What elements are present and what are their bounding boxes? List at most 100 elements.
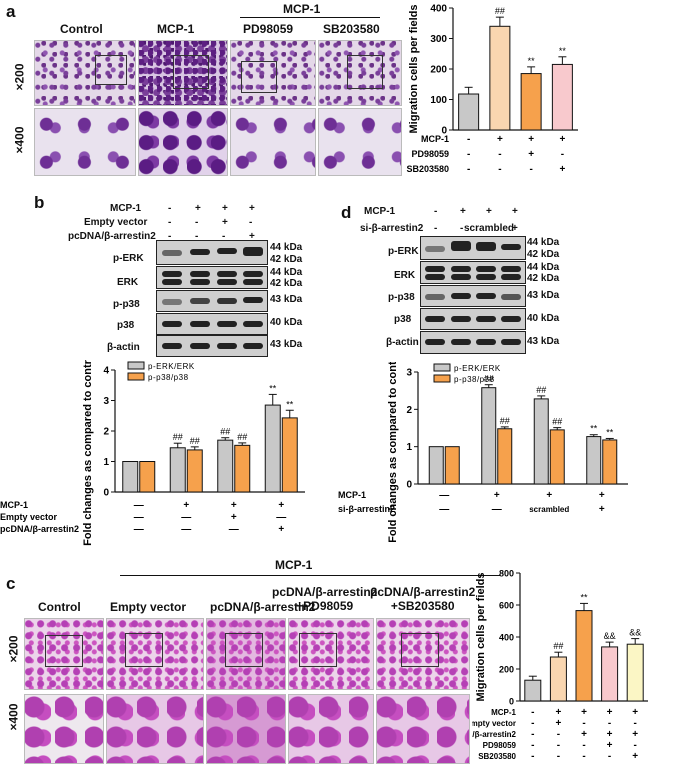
y-tick-label: 300	[430, 34, 447, 45]
micrograph-mcp1-200	[138, 40, 228, 106]
d-kda-1: 44 kDa	[527, 237, 560, 248]
b-kda-5: 43 kDa	[270, 294, 303, 305]
b-kda-4: 42 kDa	[270, 278, 303, 289]
bar-3-bar	[601, 646, 619, 702]
b-sign: +	[195, 203, 201, 214]
y-tick-label: 100	[430, 95, 447, 106]
y-tick-label: 0	[441, 126, 447, 137]
b-blot-erk-image	[156, 266, 268, 289]
y-axis-label: Fold changes as compared to control grou…	[82, 360, 94, 546]
y-tick-label: 1	[406, 442, 412, 453]
treatment-label: PD98059	[483, 741, 517, 750]
d-sign: -	[460, 223, 464, 234]
d-blot-perk: p-ERK	[388, 246, 419, 257]
treatment-sign: —	[439, 490, 449, 501]
y-axis-label: Migration cells per fields	[475, 573, 487, 702]
legend-swatch	[127, 361, 145, 370]
treatment-sign: -	[608, 718, 611, 729]
treatment-sign: —	[181, 512, 191, 523]
micrograph-control-400	[34, 108, 136, 176]
b-blot-erk: ERK	[117, 277, 139, 288]
b-treat-mcp1: MCP-1	[110, 203, 142, 214]
d-kda-7: 43 kDa	[527, 336, 560, 347]
treatment-label: MCP-1	[0, 500, 28, 510]
bar-4-annotation: &&	[629, 628, 641, 638]
d-sign: -	[434, 223, 438, 234]
col-label-pd98059: PD98059	[243, 22, 294, 36]
treatment-sign: +	[632, 729, 638, 740]
treatment-sign: +	[231, 500, 237, 511]
row-label-200: ×200	[12, 63, 27, 91]
b-blot-perk-image	[156, 240, 268, 265]
treatment-sign: -	[498, 164, 501, 175]
b-sign: -	[195, 217, 199, 228]
treatment-label: Empty vector	[472, 719, 516, 728]
bar-2-annotation: **	[580, 592, 588, 602]
b-blot-pp38-image	[156, 290, 268, 312]
group-label-mcp1: MCP-1	[283, 2, 321, 16]
d-blot-pp38: p-p38	[388, 292, 415, 303]
treatment-sign: -	[467, 149, 470, 160]
treatment-sign: +	[278, 500, 284, 511]
series-0-bar	[533, 398, 549, 485]
treatment-sign: -	[531, 707, 534, 718]
c-group-line	[120, 575, 500, 576]
y-tick-label: 4	[103, 366, 109, 377]
c-micro-empty-200	[106, 618, 204, 690]
b-treat-pcdna: pcDNA/β-arrestin2	[68, 231, 156, 242]
series-0-bar	[169, 447, 186, 493]
col-label-mcp1: MCP-1	[157, 22, 195, 36]
c-row-400: ×400	[6, 703, 21, 731]
series-0-bar	[481, 387, 497, 485]
treatment-sign: —	[276, 512, 286, 523]
series-1-bar	[444, 446, 460, 485]
treatment-sign: -	[531, 718, 534, 729]
b-sign: -	[249, 217, 253, 228]
b-kda-1: 44 kDa	[270, 242, 303, 253]
y-tick-label: 200	[430, 65, 447, 76]
bar-3-annotation: &&	[604, 631, 616, 641]
treatment-label: SB203580	[478, 752, 516, 761]
treatment-sign: —	[439, 504, 449, 515]
bar-4-bar	[626, 643, 644, 702]
c-micro-control-200	[24, 618, 104, 690]
treatment-sign: +	[231, 512, 237, 523]
d-sign: +	[460, 206, 466, 217]
y-axis-label: Migration cells per fields	[408, 5, 420, 134]
treatment-sign: -	[582, 740, 585, 751]
legend-label: p-p38/p38	[454, 375, 495, 384]
series-1-annotation: **	[606, 427, 614, 437]
d-treat-mcp1: MCP-1	[364, 206, 396, 217]
treatment-sign: -	[557, 729, 560, 740]
treatment-sign: -	[634, 718, 637, 729]
d-blot-actin: β-actin	[386, 337, 419, 348]
treatment-sign: -	[531, 729, 534, 740]
b-kda-3: 44 kDa	[270, 267, 303, 278]
series-0-annotation: ##	[220, 427, 230, 437]
series-1-annotation: ##	[237, 432, 247, 442]
y-tick-label: 3	[406, 368, 412, 379]
treatment-sign: -	[557, 751, 560, 762]
series-0-annotation: ##	[484, 374, 494, 384]
treatment-sign: —	[134, 524, 144, 535]
b-blot-p38-image	[156, 313, 268, 335]
series-1-bar	[602, 439, 618, 485]
treatment-sign: —	[181, 524, 191, 535]
bar-2-bar	[575, 610, 593, 702]
treatment-sign: —	[492, 504, 502, 515]
series-0-bar	[217, 439, 234, 493]
d-kda-6: 40 kDa	[527, 313, 560, 324]
legend-swatch	[433, 374, 451, 383]
series-0-bar	[428, 446, 444, 485]
treatment-sign: +	[546, 490, 552, 501]
treatment-sign: +	[555, 718, 561, 729]
panel-a-label: a	[6, 2, 16, 21]
c-group-label: MCP-1	[275, 558, 313, 572]
y-tick-label: 2	[103, 427, 109, 438]
micrograph-pd-200	[230, 40, 316, 106]
y-tick-label: 600	[499, 601, 514, 611]
treatment-sign: -	[498, 149, 501, 160]
treatment-label: pcDNA/β-arrestin2	[0, 524, 79, 534]
d-kda-2: 42 kDa	[527, 249, 560, 260]
b-sign: +	[249, 203, 255, 214]
